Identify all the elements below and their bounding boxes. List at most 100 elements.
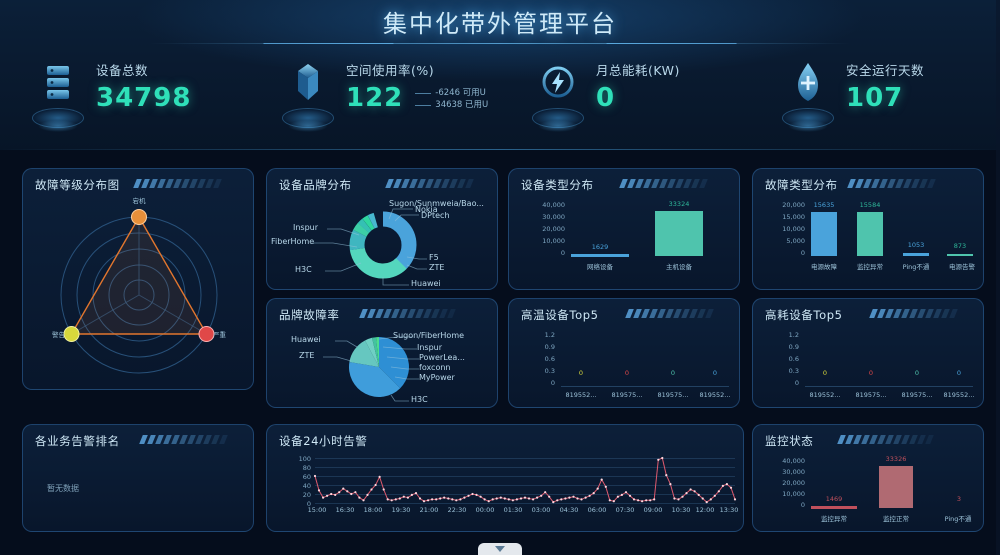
pie-label-huawei: Huawei <box>291 335 321 344</box>
x-tick: 06:00 <box>587 506 607 514</box>
bar-value-4: 0 <box>712 369 718 377</box>
bar-chart-fault-type: 20,000 15,000 10,000 5,000 0 15635 15584… <box>753 195 983 285</box>
panel-title-hatch <box>385 179 474 188</box>
bar-value-ping-unreachable: 3 <box>956 495 962 503</box>
panel-title: 设备24小时告警 <box>279 434 368 448</box>
x-tick: 16:30 <box>335 506 355 514</box>
panel-title-hatch <box>139 435 228 444</box>
bar-host-device <box>655 211 703 256</box>
y-tick: 60 <box>302 473 311 481</box>
x-tick: 21:00 <box>419 506 439 514</box>
bar-chart-high-power: 1.2 0.9 0.6 0.3 0 0 0 0 0 819552... 8195… <box>753 325 983 403</box>
panel-business-alarm-rank[interactable]: 各业务告警排名 暂无数据 <box>22 424 254 532</box>
y-tick: 15,000 <box>782 213 805 221</box>
panel-title-hatch <box>625 309 714 318</box>
pie-chart-brand-failure: Huawei ZTE H3C MyPower foxconn PowerLea.… <box>267 325 497 404</box>
kpi-space-usage[interactable]: 空间使用率(%) 122 -6246 可用U 34638 已用U <box>250 58 500 144</box>
kpi-substat-available: -6246 可用U <box>415 87 488 99</box>
panel-title-hatch <box>837 435 934 444</box>
page-scrollbar[interactable] <box>996 0 1000 555</box>
panel-title: 监控状态 <box>765 434 814 448</box>
donut-label-dptech: DPtech <box>421 211 450 220</box>
x-label-network-device: 网络设备 <box>587 263 613 271</box>
x-tick: 04:30 <box>559 506 579 514</box>
kpi-label: 设备总数 <box>96 63 149 78</box>
panel-high-temp-top5[interactable]: 高温设备Top5 1.2 0.9 0.6 0.3 0 0 0 0 0 81955… <box>508 298 740 408</box>
panel-title-hatch <box>359 309 456 318</box>
x-label-power-alarm: 电源告警 <box>949 263 975 271</box>
substat-text: 34638 已用U <box>435 100 489 110</box>
bar-value-3: 0 <box>914 369 920 377</box>
server-rack-icon <box>28 58 88 132</box>
bar-value-4: 0 <box>956 369 962 377</box>
kpi-label: 安全运行天数 <box>846 63 925 78</box>
x-tick: 19:30 <box>391 506 411 514</box>
x-label-4: 819552... <box>943 391 975 399</box>
page-title: 集中化带外管理平台 <box>383 10 617 38</box>
panel-device-24h-alarm[interactable]: 设备24小时告警 100 80 60 40 20 0 15:00 16:30 1… <box>266 424 744 532</box>
kpi-safe-days[interactable]: 安全运行天数 107 <box>750 58 1000 144</box>
pie-label-sugon: Sugon/FiberHome <box>393 331 465 340</box>
panel-device-brand[interactable]: 设备品牌分布 <box>266 168 498 290</box>
kpi-label: 月总能耗(KW) <box>596 63 680 78</box>
y-tick: 40,000 <box>542 201 565 209</box>
x-label-3: 819575... <box>657 391 689 399</box>
icon-glow <box>288 120 328 132</box>
bar-ping-unreachable <box>903 253 929 256</box>
icon-base <box>282 108 334 128</box>
panel-title: 各业务告警排名 <box>35 434 120 448</box>
kpi-substat-used: 34638 已用U <box>415 99 488 111</box>
y-tick: 10,000 <box>542 237 565 245</box>
x-tick: 09:00 <box>643 506 663 514</box>
icon-glow <box>538 120 578 132</box>
collapse-panel-toggle[interactable] <box>478 543 522 555</box>
y-tick: 0 <box>306 500 311 508</box>
x-label-4: 819552... <box>699 391 731 399</box>
y-tick: 0.9 <box>544 343 555 351</box>
donut-label-huawei: Huawei <box>411 279 441 288</box>
y-tick: 40 <box>302 482 311 490</box>
donut-label-inspur: Inspur <box>293 223 319 232</box>
panel-monitor-status[interactable]: 监控状态 40,000 30,000 20,000 10,000 0 1469 … <box>752 424 984 532</box>
x-label-host-device: 主机设备 <box>666 263 692 271</box>
bar-chart-monitor-status: 40,000 30,000 20,000 10,000 0 1469 33326… <box>753 451 983 527</box>
donut-label-h3c: H3C <box>295 265 312 274</box>
panel-high-power-top5[interactable]: 高耗设备Top5 1.2 0.9 0.6 0.3 0 0 0 0 0 81955… <box>752 298 984 408</box>
panel-title: 品牌故障率 <box>279 308 340 322</box>
x-tick: 03:00 <box>531 506 551 514</box>
panel-fault-level[interactable]: 故障等级分布图 宕机 严重 警告 <box>22 168 254 390</box>
kpi-stats-row: 设备总数 34798 空间使用率(%) <box>0 58 1000 144</box>
kpi-value: 0 <box>596 83 616 113</box>
y-tick: 20,000 <box>782 479 805 487</box>
donut-label-f5: F5 <box>429 253 439 262</box>
kpi-value: 122 <box>346 83 404 113</box>
x-tick: 12:00 <box>695 506 715 514</box>
y-tick: 0 <box>560 249 565 257</box>
radar-chart: 宕机 严重 警告 <box>23 195 253 385</box>
x-label-power-fault: 电源故障 <box>811 263 837 271</box>
panel-title-hatch <box>133 179 222 188</box>
bar-value-2: 0 <box>868 369 874 377</box>
bar-value-host-device: 33324 <box>668 200 690 208</box>
bar-value-3: 0 <box>670 369 676 377</box>
y-tick: 0 <box>794 379 799 387</box>
y-tick: 100 <box>298 455 311 463</box>
panel-device-type[interactable]: 设备类型分布 40,000 30,000 20,000 10,000 0 162… <box>508 168 740 290</box>
panel-brand-failure[interactable]: 品牌故障率 Hu <box>266 298 498 408</box>
bar-chart-device-type: 40,000 30,000 20,000 10,000 0 1629 33324… <box>509 195 739 285</box>
x-label-1: 819552... <box>809 391 841 399</box>
y-tick: 0.3 <box>544 367 555 375</box>
kpi-substats: -6246 可用U 34638 已用U <box>415 87 488 111</box>
x-label-3: 819575... <box>901 391 933 399</box>
bar-power-alarm <box>947 254 973 256</box>
x-label-1: 819552... <box>565 391 597 399</box>
y-tick: 20,000 <box>782 201 805 209</box>
panel-fault-type[interactable]: 故障类型分布 20,000 15,000 10,000 5,000 0 1563… <box>752 168 984 290</box>
kpi-device-total[interactable]: 设备总数 34798 <box>0 58 250 144</box>
x-tick: 22:30 <box>447 506 467 514</box>
x-tick: 07:30 <box>615 506 635 514</box>
x-label-ping-unreachable: Ping不通 <box>902 263 930 271</box>
bar-monitor-abnormal <box>857 212 883 256</box>
y-tick: 80 <box>302 464 311 472</box>
kpi-monthly-energy[interactable]: 月总能耗(KW) 0 <box>500 58 750 144</box>
